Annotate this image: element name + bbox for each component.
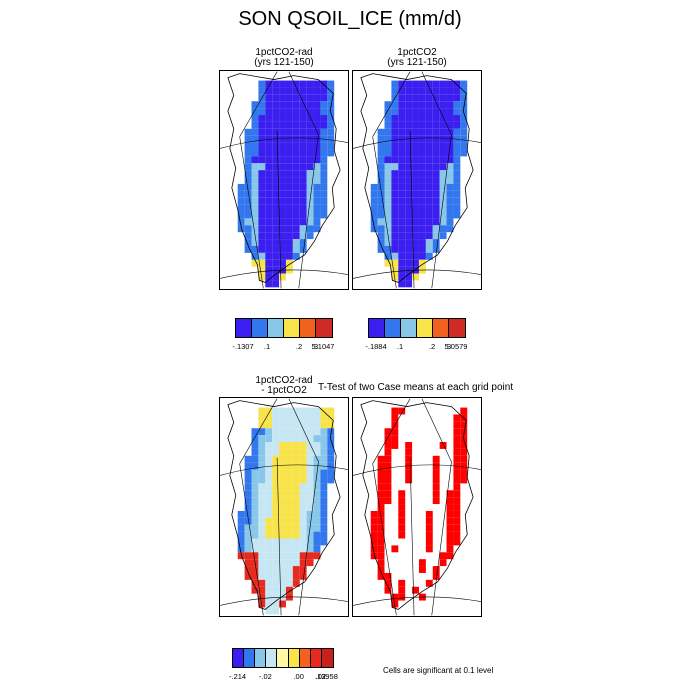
panel3-title-line2: - 1pctCO2 bbox=[261, 385, 307, 396]
l1-tick-label: .3 bbox=[311, 342, 319, 351]
l3-color-box bbox=[310, 649, 322, 667]
panel2-title-line1: 1pctCO2 bbox=[397, 47, 437, 58]
significance-note: Cells are significant at 0.1 level bbox=[383, 666, 494, 675]
l1-color-box bbox=[316, 319, 332, 337]
panel3-map bbox=[219, 397, 349, 617]
l3-color-box bbox=[266, 649, 278, 667]
l2-color-box bbox=[401, 319, 417, 337]
l2-tick-label: -.1884 bbox=[365, 342, 387, 351]
l2-color-box bbox=[369, 319, 385, 337]
l3-color-box bbox=[299, 649, 311, 667]
panel3-title-line1: 1pctCO2-rad bbox=[255, 375, 313, 386]
l3-color-box bbox=[277, 649, 289, 667]
legend3-colorbar bbox=[232, 648, 334, 668]
field-cells bbox=[370, 407, 468, 608]
l3-tick-label: .13958 bbox=[314, 672, 338, 681]
panel1-title: 1pctCO2-rad (yrs 121-150) bbox=[219, 48, 349, 68]
l2-color-box bbox=[449, 319, 465, 337]
panel1-title-line1: 1pctCO2-rad bbox=[255, 47, 313, 58]
l1-color-box bbox=[252, 319, 268, 337]
panel1-map bbox=[219, 70, 349, 290]
l1-color-box bbox=[300, 319, 316, 337]
field-cells bbox=[237, 80, 335, 288]
l3-color-box bbox=[233, 649, 245, 667]
panel2-map-canvas bbox=[353, 71, 481, 289]
panel3-title: 1pctCO2-rad - 1pctCO2 bbox=[219, 376, 349, 396]
coastline bbox=[360, 400, 474, 610]
graticule bbox=[220, 398, 348, 616]
l3-tick-label: .02 bbox=[315, 672, 327, 681]
l2-color-box bbox=[433, 319, 449, 337]
panel3-map-canvas bbox=[220, 398, 348, 616]
legend3-labels: -.214 -.02 .00 .02.13958 bbox=[228, 672, 338, 682]
l2-tick-label: .2 bbox=[428, 342, 436, 351]
legend2-colorbar bbox=[368, 318, 466, 338]
coastline bbox=[360, 73, 474, 283]
l3-tick-label: -.214 bbox=[228, 672, 247, 681]
field-cells bbox=[370, 80, 468, 288]
graticule bbox=[220, 71, 348, 289]
l2-color-box bbox=[417, 319, 433, 337]
l1-color-box bbox=[268, 319, 284, 337]
legend1-labels: -.1307 .1 .2 .3 5.1047 bbox=[232, 342, 334, 352]
l3-color-box bbox=[321, 649, 333, 667]
panel2-map bbox=[352, 70, 482, 290]
graticule bbox=[353, 398, 481, 616]
panel1-title-line2: (yrs 121-150) bbox=[254, 57, 314, 68]
panel2-title: 1pctCO2 (yrs 121-150) bbox=[352, 48, 482, 68]
l2-tick-label: .1 bbox=[396, 342, 404, 351]
field-cells bbox=[237, 407, 335, 615]
coastline bbox=[227, 400, 341, 610]
figure-title: SON QSOIL_ICE (mm/d) bbox=[238, 8, 462, 30]
panel1-map-canvas bbox=[220, 71, 348, 289]
l1-tick-label: .2 bbox=[295, 342, 303, 351]
l1-tick-label: .1 bbox=[263, 342, 271, 351]
legend1-colorbar bbox=[235, 318, 333, 338]
l1-color-box bbox=[284, 319, 300, 337]
l1-tick-label: -.1307 bbox=[232, 342, 254, 351]
l3-color-box bbox=[255, 649, 267, 667]
l3-tick-label: -.02 bbox=[258, 672, 272, 681]
l2-tick-label: 5.0579 bbox=[444, 342, 468, 351]
coastline bbox=[227, 73, 341, 283]
l3-tick-label: .00 bbox=[293, 672, 304, 681]
panel4-title: T-Test of two Case means at each grid po… bbox=[318, 382, 514, 393]
l3-color-box bbox=[244, 649, 256, 667]
panel4-map bbox=[352, 397, 482, 617]
l1-tick-label: 5.1047 bbox=[311, 342, 335, 351]
l2-tick-label: .3 bbox=[444, 342, 452, 351]
l1-color-box bbox=[236, 319, 252, 337]
panel2-title-line2: (yrs 121-150) bbox=[387, 57, 447, 68]
l2-color-box bbox=[385, 319, 401, 337]
panel4-map-canvas bbox=[353, 398, 481, 616]
legend2-labels: -.1884 .1 .2 .3 5.0579 bbox=[365, 342, 467, 352]
l3-color-box bbox=[288, 649, 300, 667]
graticule bbox=[353, 71, 481, 289]
